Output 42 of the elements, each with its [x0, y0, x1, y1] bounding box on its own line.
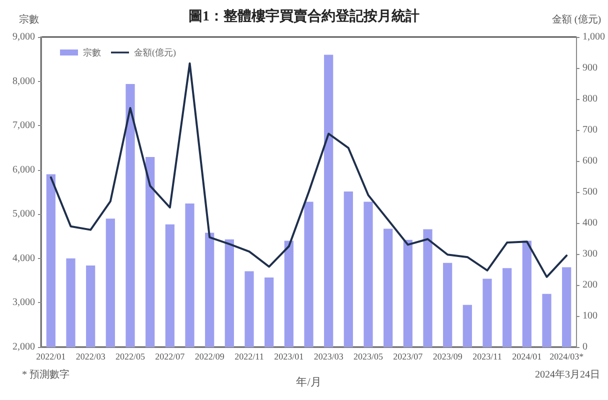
y2-axis-title: 金額 (億元) [552, 14, 602, 26]
legend-label: 宗數 [83, 48, 101, 58]
y2-tick-label: 100 [582, 310, 598, 322]
text: 2024年3月24日 [535, 368, 600, 380]
x-tick-label: 2022/05 [115, 352, 146, 362]
x-tick-label: 2023/07 [393, 352, 424, 362]
y2-tick-label: 900 [582, 62, 598, 74]
x-tick-label: 2023/11 [472, 352, 502, 362]
y2-tick-label: 0 [582, 342, 588, 352]
x-tick-label: 2022/09 [194, 352, 225, 362]
x-tick-label: 2024/03* [550, 352, 584, 362]
x-tick-label: 2023/05 [353, 352, 384, 362]
chart-title: 圖1：整體樓宇買賣合約登記按月統計 [188, 8, 420, 24]
x-tick-label: 2023/03 [314, 352, 344, 362]
x-tick-label: 2022/07 [155, 352, 186, 362]
x-tick-label: 2023/01 [274, 352, 304, 362]
x-tick-label: 2022/03 [76, 352, 106, 362]
y2-tick-label: 600 [582, 156, 598, 166]
y2-tick-label: 400 [582, 218, 598, 228]
y2-tick-label: 300 [582, 248, 598, 260]
x-tick-label: 2022/11 [234, 352, 264, 362]
y-axis-title: 宗數 [19, 14, 39, 26]
y-tick-label: 7,000 [12, 120, 35, 132]
text: * 預測數字 [22, 368, 70, 380]
y2-tick-label: 800 [582, 94, 598, 104]
y2-tick-label: 1,000 [582, 32, 605, 42]
y2-tick-label: 700 [582, 124, 598, 136]
legend-label: 金額(億元) [134, 48, 176, 58]
y-tick-label: 8,000 [12, 76, 35, 87]
y2-tick-label: 500 [582, 186, 598, 198]
line-series [50, 62, 568, 278]
y-tick-label: 5,000 [12, 208, 35, 220]
y-tick-label: 9,000 [12, 32, 35, 42]
x-tick-label: 2024/01 [512, 352, 542, 362]
x-tick-label: 2022/01 [36, 352, 66, 362]
y-tick-label: 2,000 [12, 342, 35, 352]
y-tick-label: 3,000 [12, 297, 35, 308]
x-tick-label: 2023/09 [432, 352, 463, 362]
y-tick-label: 4,000 [12, 252, 35, 264]
y-tick-label: 6,000 [12, 164, 35, 176]
y2-tick-label: 200 [582, 280, 598, 290]
x-axis-title: 年/月 [296, 376, 322, 388]
